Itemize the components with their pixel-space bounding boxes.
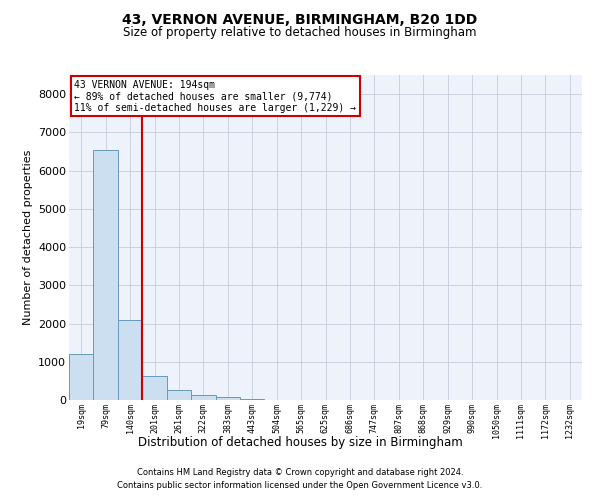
Text: Size of property relative to detached houses in Birmingham: Size of property relative to detached ho… bbox=[123, 26, 477, 39]
Bar bbox=[118, 320, 142, 400]
Text: Distribution of detached houses by size in Birmingham: Distribution of detached houses by size … bbox=[137, 436, 463, 449]
Y-axis label: Number of detached properties: Number of detached properties bbox=[23, 150, 32, 325]
Text: 43, VERNON AVENUE, BIRMINGHAM, B20 1DD: 43, VERNON AVENUE, BIRMINGHAM, B20 1DD bbox=[122, 12, 478, 26]
Bar bbox=[191, 396, 215, 400]
Bar bbox=[215, 398, 240, 400]
Bar bbox=[142, 376, 167, 400]
Text: 43 VERNON AVENUE: 194sqm
← 89% of detached houses are smaller (9,774)
11% of sem: 43 VERNON AVENUE: 194sqm ← 89% of detach… bbox=[74, 80, 356, 113]
Bar bbox=[240, 399, 265, 400]
Bar bbox=[69, 354, 94, 400]
Text: Contains HM Land Registry data © Crown copyright and database right 2024.: Contains HM Land Registry data © Crown c… bbox=[137, 468, 463, 477]
Text: Contains public sector information licensed under the Open Government Licence v3: Contains public sector information licen… bbox=[118, 482, 482, 490]
Bar bbox=[94, 150, 118, 400]
Bar bbox=[167, 390, 191, 400]
